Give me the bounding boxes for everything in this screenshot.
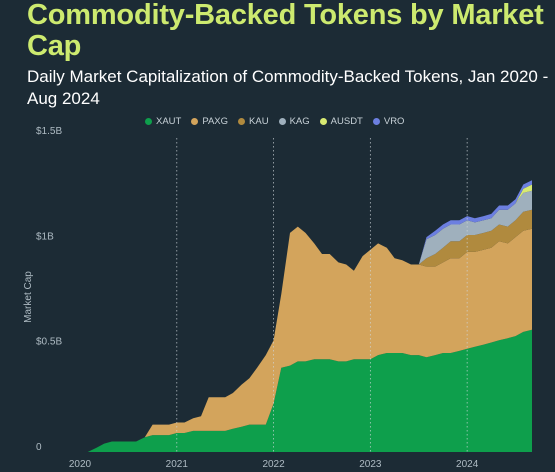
legend-label-kag: KAG — [289, 116, 310, 127]
legend-label-paxg: PAXG — [202, 116, 229, 127]
chart-title: Commodity-Backed Tokens by Market Cap — [27, 0, 544, 62]
legend-label-kau: KAU — [249, 116, 269, 127]
legend-item-paxg[interactable]: PAXG — [191, 116, 228, 127]
x-tick-label-2023: 2023 — [359, 459, 382, 470]
y-tick-label-3: $1.5B — [36, 126, 62, 137]
area-series-xaut — [80, 329, 532, 452]
y-tick-label-1: $0.5B — [36, 337, 62, 348]
legend-label-xaut: XAUT — [156, 116, 182, 127]
chart-subtitle: Daily Market Capitalization of Commodity… — [27, 67, 549, 108]
legend-swatch-paxg — [191, 118, 199, 125]
legend-item-vro[interactable]: VRO — [372, 116, 405, 127]
x-tick-label-2021: 2021 — [166, 459, 189, 470]
x-tick-label-2024: 2024 — [456, 459, 479, 470]
legend-swatch-vro — [372, 118, 380, 125]
legend-label-ausdt: AUSDT — [330, 116, 363, 127]
y-tick-label-0: 0 — [36, 442, 42, 453]
chart-legend: XAUT PAXG KAU KAG AUSDT VRO — [145, 116, 404, 127]
legend-swatch-ausdt — [319, 118, 327, 125]
x-tick-label-2020: 2020 — [69, 459, 92, 470]
legend-item-kag[interactable]: KAG — [278, 116, 310, 127]
legend-swatch-xaut — [145, 118, 152, 125]
y-tick-label-2: $1B — [36, 231, 54, 242]
legend-item-ausdt[interactable]: AUSDT — [319, 116, 363, 127]
legend-label-vro: VRO — [383, 116, 405, 127]
legend-item-kau[interactable]: KAU — [238, 116, 269, 127]
area-series-paxg — [80, 226, 532, 452]
legend-swatch-kau — [238, 118, 246, 125]
legend-swatch-kag — [278, 118, 286, 125]
y-axis-label: Market Cap — [23, 271, 34, 323]
legend-item-xaut[interactable]: XAUT — [145, 116, 181, 127]
area-series-kau — [80, 209, 532, 452]
x-tick-label-2022: 2022 — [262, 459, 285, 470]
